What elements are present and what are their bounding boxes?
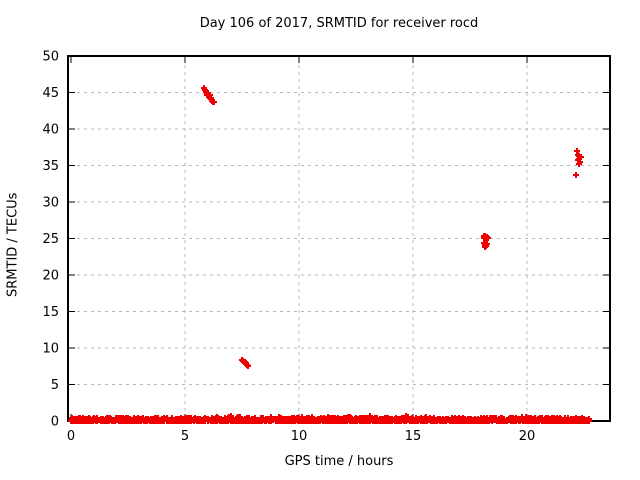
chart-title: Day 106 of 2017, SRMTID for receiver roc… (199, 16, 479, 31)
x-tick-label: 10 (291, 429, 308, 444)
y-tick-label: 35 (42, 159, 59, 174)
x-tick-label: 0 (67, 429, 75, 444)
y-tick-label: 40 (42, 123, 59, 138)
y-tick-label: 0 (51, 415, 59, 430)
x-axis-label: GPS time / hours (284, 454, 394, 469)
x-tick-label: 15 (405, 429, 422, 444)
grid-lines (70, 58, 608, 419)
outlier-cluster-points (201, 85, 584, 369)
y-tick-label: 10 (42, 342, 59, 357)
x-tick-label: 5 (181, 429, 189, 444)
baseline-points (68, 413, 592, 424)
y-tick-label: 15 (42, 305, 59, 320)
y-tick-label: 50 (42, 50, 59, 65)
y-tick-label: 30 (42, 196, 59, 211)
y-tick-label: 5 (51, 378, 59, 393)
x-tick-label: 20 (519, 429, 536, 444)
y-tick-label: 20 (42, 269, 59, 284)
y-tick-label: 25 (42, 232, 59, 247)
y-tick-label: 45 (42, 86, 59, 101)
